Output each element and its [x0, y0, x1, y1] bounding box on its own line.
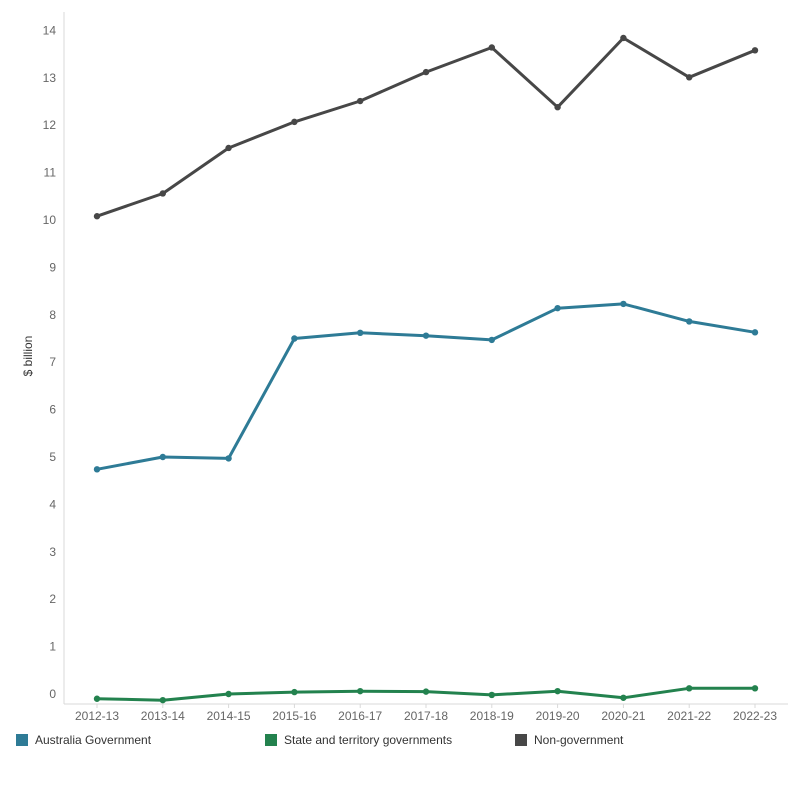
data-point-australia-government[interactable] [554, 304, 561, 312]
legend-label-state-territory: State and territory governments [284, 733, 453, 747]
x-tick-label: 2017-18 [404, 709, 448, 723]
x-tick-label: 2021-22 [667, 709, 711, 723]
legend-item-non-government[interactable]: Non-government [515, 733, 623, 747]
legend-item-state-territory[interactable]: State and territory governments [265, 733, 452, 747]
data-point-state-and-territory-governments[interactable] [686, 685, 693, 692]
data-point-non-government[interactable] [159, 190, 166, 197]
x-tick-label: 2020-21 [601, 709, 645, 723]
data-point-non-government[interactable] [488, 44, 495, 51]
data-point-state-and-territory-governments[interactable] [225, 690, 232, 698]
x-tick-label: 2015-16 [272, 709, 316, 723]
data-point-australia-government[interactable] [291, 335, 298, 342]
chart-frame [63, 12, 788, 705]
x-tick-label: 2022-23 [733, 709, 777, 723]
data-point-state-and-territory-governments[interactable] [488, 691, 495, 699]
y-tick-label: 3 [49, 545, 56, 559]
data-point-non-government[interactable] [554, 103, 561, 111]
y-tick-label: 7 [49, 355, 56, 369]
y-tick-label: 4 [49, 497, 56, 511]
y-tick-label: 10 [43, 213, 57, 227]
data-point-non-government[interactable] [686, 74, 693, 81]
y-tick-label: 0 [49, 687, 56, 701]
y-tick-label: 13 [43, 71, 57, 85]
data-point-non-government[interactable] [357, 97, 364, 105]
data-point-state-and-territory-governments[interactable] [554, 687, 561, 695]
x-tick-label: 2012-13 [75, 709, 119, 723]
data-point-australia-government[interactable] [225, 455, 232, 462]
series-layer [93, 34, 759, 704]
data-point-state-and-territory-governments[interactable] [159, 696, 166, 704]
data-point-australia-government[interactable] [488, 336, 495, 344]
y-tick-label: 2 [49, 592, 56, 606]
y-tick-label: 6 [49, 403, 56, 417]
x-tick-label: 2018-19 [470, 709, 514, 723]
y-tick-label: 14 [43, 23, 57, 37]
series-australia-government [93, 300, 759, 473]
y-tick-label: 11 [44, 166, 57, 180]
data-point-australia-government[interactable] [686, 318, 693, 325]
data-point-australia-government[interactable] [422, 332, 430, 339]
legend-swatch-non-government [515, 734, 527, 746]
y-tick-label: 5 [49, 450, 56, 464]
x-tick-label: 2014-15 [207, 709, 251, 723]
legend-label-non-government: Non-government [534, 733, 624, 747]
series-line-australia-government [95, 302, 757, 471]
y-tick-label: 1 [49, 640, 56, 654]
legend-label-australia-government: Australia Government [35, 733, 152, 747]
x-axis-ticks: 2012-13 2013-14 2014-15 2015-16 2016-17 2017-… [75, 704, 777, 723]
legend-swatch-australia-government [16, 734, 28, 746]
x-tick-label: 2013-14 [141, 709, 185, 723]
data-point-non-government[interactable] [751, 47, 759, 54]
data-point-australia-government[interactable] [751, 329, 759, 336]
data-point-australia-government[interactable] [159, 453, 166, 461]
data-point-state-and-territory-governments[interactable] [291, 688, 298, 696]
legend-swatch-state-territory [265, 734, 277, 746]
series-line-non-government [95, 36, 757, 218]
data-point-non-government[interactable] [225, 144, 232, 152]
data-point-non-government[interactable] [93, 213, 101, 220]
y-axis-title: $ billion [21, 336, 35, 377]
x-tick-label: 2016-17 [338, 709, 382, 723]
data-point-state-and-territory-governments[interactable] [620, 694, 627, 701]
data-point-state-and-territory-governments[interactable] [93, 695, 101, 702]
data-point-australia-government[interactable] [357, 329, 364, 337]
legend-item-australia-government[interactable]: Australia Government [16, 733, 151, 747]
y-tick-label: 12 [43, 118, 57, 132]
y-tick-label: 9 [49, 260, 56, 274]
series-state-and-territory-governments [93, 685, 759, 704]
legend: Australia Government State and territory… [0, 733, 800, 753]
data-point-non-government[interactable] [620, 34, 627, 42]
series-non-government [93, 34, 759, 220]
data-point-state-and-territory-governments[interactable] [751, 685, 759, 692]
y-tick-label: 8 [49, 308, 56, 322]
data-point-australia-government[interactable] [620, 300, 627, 308]
x-tick-label: 2019-20 [536, 709, 580, 723]
data-point-non-government[interactable] [291, 118, 298, 126]
data-point-state-and-territory-governments[interactable] [357, 687, 364, 695]
data-point-australia-government[interactable] [93, 466, 101, 473]
data-point-non-government[interactable] [422, 68, 430, 76]
data-point-state-and-territory-governments[interactable] [422, 688, 430, 695]
